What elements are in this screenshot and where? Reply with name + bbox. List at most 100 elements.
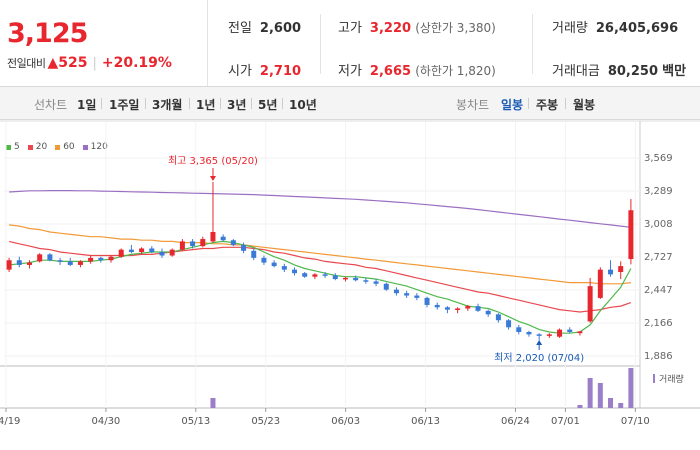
candle-body [251, 250, 257, 258]
candle-body [577, 331, 583, 334]
volume-bars [210, 368, 655, 408]
high-annotation: 최고 3,365 (05/20) [168, 155, 258, 167]
prev-close-value: 2,600 [259, 21, 302, 36]
volume-label: 거래량 [659, 373, 684, 385]
divider [101, 98, 102, 109]
volume-value: 26,405,696 [595, 21, 679, 36]
period-1d-button[interactable]: 1일 [77, 98, 97, 112]
candle-body [67, 261, 73, 265]
candle-body [628, 210, 634, 260]
candle-body [332, 275, 338, 280]
divider [0, 86, 700, 87]
legend-ma120: 120 [82, 142, 108, 152]
candle-chart-label: 봉차트 [456, 98, 490, 112]
high-arrow-icon [209, 176, 216, 181]
period-3m-button[interactable]: 3개월 [152, 98, 183, 112]
ma120-line [9, 190, 631, 228]
amount-value: 80,250 [607, 64, 659, 79]
x-tick-label: 06/24 [501, 416, 530, 427]
volume-bar [210, 398, 216, 408]
volume-bar [608, 398, 614, 408]
volume-bar [577, 405, 583, 408]
candle-body [475, 306, 481, 311]
price-info-grid: 전일 2,600 고가 3,220 (상한가 3,380) 거래량 26,405,69… [207, 0, 700, 86]
candle-body [179, 241, 185, 250]
current-price: 3,125 [7, 18, 88, 49]
candle-body [200, 239, 206, 247]
candle-body [322, 274, 328, 276]
candle-body [312, 274, 318, 277]
candle-body [404, 293, 410, 296]
volume-legend-swatch [653, 374, 655, 383]
candle-body [88, 257, 94, 262]
candle-body [546, 334, 552, 336]
candle-body [342, 277, 348, 280]
low-value: 2,665 [369, 64, 412, 79]
period-5y-button[interactable]: 5년 [258, 98, 278, 112]
low-price: 저가 2,665 (하한가 1,820) [338, 60, 496, 79]
amount-label: 거래대금 [552, 64, 600, 79]
period-1w-button[interactable]: 1주일 [109, 98, 140, 112]
candle-body [495, 314, 501, 321]
x-tick-label: 06/03 [331, 416, 360, 427]
candle-body [485, 310, 491, 315]
change-row: 전일대비 ▲ 525 | +20.19% [7, 55, 172, 71]
candle-body [210, 232, 216, 242]
change-label: 전일대비 [7, 57, 46, 70]
candle-body [6, 260, 12, 270]
divider [189, 98, 190, 109]
candle-body [149, 248, 155, 252]
candle-body [281, 266, 287, 270]
volume-info: 거래량 26,405,696 [552, 17, 678, 36]
amount-unit: 백만 [662, 64, 687, 79]
volume-bar [628, 368, 634, 408]
candle-weekly-button[interactable]: 주봉 [536, 98, 559, 112]
x-tick-label: 04/19 [0, 416, 20, 427]
change-value: 525 [58, 55, 88, 71]
candle-body [383, 283, 389, 290]
high-label: 고가 [338, 21, 362, 36]
x-tick-label: 04/30 [91, 416, 120, 427]
low-arrow-icon [536, 340, 543, 345]
candles [6, 168, 634, 350]
period-3y-button[interactable]: 3년 [227, 98, 247, 112]
candle-body [77, 261, 83, 265]
candle-body [139, 248, 145, 252]
volume-bar [618, 403, 624, 408]
change-arrow-icon: ▲ [47, 55, 59, 71]
candle-body [444, 307, 450, 310]
lower-limit: (하한가 1,820) [415, 64, 496, 78]
candle-body [118, 249, 124, 257]
change-divider: | [92, 55, 97, 71]
candle-daily-button[interactable]: 일봉 [501, 98, 524, 112]
candle-body [169, 249, 175, 256]
candle-body [37, 254, 43, 262]
period-10y-button[interactable]: 10년 [289, 98, 317, 112]
candle-monthly-button[interactable]: 월봉 [573, 98, 596, 112]
low-label: 저가 [338, 64, 362, 79]
candle-body [506, 320, 512, 328]
ma-legend: 5 20 60 120 [6, 142, 108, 152]
change-percent: +20.19% [101, 55, 172, 71]
candle-body [128, 249, 134, 252]
candle-body [465, 306, 471, 309]
y-tick-label: 2,166 [644, 318, 673, 329]
price-summary: 3,125 전일대비 ▲ 525 | +20.19% [0, 0, 207, 86]
period-1y-button[interactable]: 1년 [196, 98, 216, 112]
candle-body [190, 241, 196, 247]
moving-average-lines [8, 190, 632, 334]
y-axis: 3,569 3,289 3,008 2,727 2,447 2,166 1,886 [644, 153, 673, 362]
legend-ma20: 20 [27, 142, 47, 152]
divider [532, 14, 533, 74]
x-tick-label: 06/13 [411, 416, 440, 427]
x-axis: 04/19 04/30 05/13 05/23 06/03 06/13 06/24 07/01… [0, 408, 650, 427]
volume-label: 거래량 [552, 21, 588, 36]
candle-body [302, 273, 308, 277]
divider [282, 98, 283, 109]
amount-info: 거래대금 80,250 백만 [552, 60, 686, 79]
candle-body [587, 286, 593, 322]
candle-body [597, 269, 603, 298]
candle-body [47, 254, 53, 261]
x-tick-label: 05/13 [181, 416, 210, 427]
